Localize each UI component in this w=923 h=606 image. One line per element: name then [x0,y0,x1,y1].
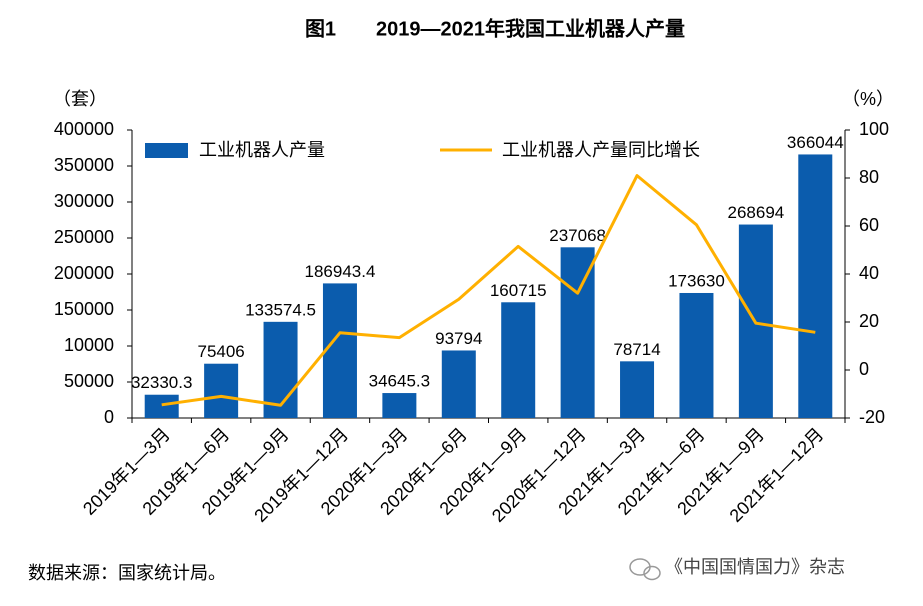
y2-tick-label: 20 [859,311,879,331]
y-tick-label: 10000 [64,335,114,355]
y2-tick-label: -20 [859,407,885,427]
bar [204,363,239,418]
bar-value-label: 32330.3 [131,373,192,392]
source-note: 数据来源：国家统计局。 [28,563,226,583]
bar [560,247,595,418]
bar [144,394,179,418]
y2-tick-label: 100 [859,119,889,139]
bar-value-label: 133574.5 [245,300,316,319]
bar [382,393,417,418]
line [161,174,816,407]
bar [441,350,476,418]
y-tick-label: 300000 [54,191,114,211]
bar [501,302,536,418]
legend-label: 工业机器人产量同比增长 [502,140,700,160]
bar-value-label: 268694 [728,203,785,222]
bar [798,154,833,419]
bar [322,283,357,418]
bar-value-label: 75406 [197,342,244,361]
bar-value-label: 160715 [490,281,547,300]
bar [620,361,655,418]
bar [679,292,714,418]
y2-tick-label: 40 [859,263,879,283]
y-tick-label: 250000 [54,227,114,247]
y-tick-label: 0 [104,407,114,427]
bar-value-label: 186943.4 [305,262,376,281]
y-axis-label: （套） [53,89,107,109]
y-tick-label: 200000 [54,263,114,283]
bar-value-label: 366044 [787,133,844,152]
legend-swatch [145,143,188,158]
bar-value-label: 237068 [549,226,606,245]
y2-tick-label: 60 [859,215,879,235]
watermark: 《中国国情国力》杂志 [665,557,845,577]
legend-label: 工业机器人产量 [199,140,325,160]
watermark-icon [629,558,661,581]
y2-tick-label: 0 [859,359,869,379]
y2-axis-label: （%） [842,89,894,109]
bar-value-label: 93794 [435,329,482,348]
bar-value-label: 173630 [668,271,725,290]
bar-value-label: 34645.3 [369,372,430,391]
bar-value-label: 78714 [613,340,660,359]
y-tick-label: 150000 [54,299,114,319]
bar [263,321,298,418]
y-tick-label: 400000 [54,119,114,139]
y-tick-label: 350000 [54,155,114,175]
y2-tick-label: 80 [859,167,879,187]
y-tick-label: 50000 [64,371,114,391]
chart-title: 图1 2019—2021年我国工业机器人产量 [305,16,685,40]
